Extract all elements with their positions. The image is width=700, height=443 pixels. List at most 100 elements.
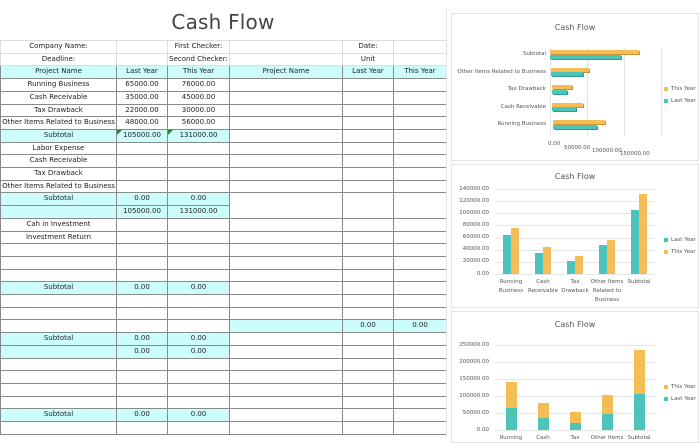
- right-last-year-cell[interactable]: [342, 420, 394, 435]
- this-year-cell[interactable]: [167, 420, 230, 435]
- last-year-cell[interactable]: [116, 319, 168, 334]
- last-year-cell[interactable]: [116, 141, 168, 156]
- right-project-name-cell[interactable]: [229, 344, 343, 359]
- right-last-year-cell[interactable]: [342, 268, 394, 283]
- project-name-cell[interactable]: [0, 205, 117, 219]
- right-this-year-cell[interactable]: [393, 306, 447, 321]
- right-this-year-cell[interactable]: [393, 382, 447, 397]
- project-name-cell[interactable]: [0, 294, 117, 308]
- this-year-cell[interactable]: 131000.00: [167, 128, 230, 143]
- last-year-cell[interactable]: [116, 382, 168, 397]
- this-year-cell[interactable]: 131000.00: [167, 205, 230, 219]
- project-name-cell[interactable]: [0, 306, 117, 321]
- right-last-year-cell[interactable]: [342, 103, 394, 118]
- right-project-name-cell[interactable]: [229, 167, 343, 181]
- right-project-name-cell[interactable]: [229, 382, 343, 397]
- project-name-cell[interactable]: [0, 243, 117, 257]
- right-project-name-cell[interactable]: [229, 230, 343, 245]
- deadline-cell[interactable]: [116, 52, 168, 67]
- this-year-cell[interactable]: [167, 230, 230, 245]
- right-this-year-cell[interactable]: [393, 103, 447, 118]
- last-year-cell[interactable]: [116, 154, 168, 169]
- right-this-year-cell[interactable]: [393, 370, 447, 384]
- right-this-year-cell[interactable]: [393, 128, 447, 143]
- date-cell[interactable]: [393, 40, 447, 54]
- right-project-name-cell[interactable]: [229, 306, 343, 321]
- this-year-cell[interactable]: 45000.00: [167, 90, 230, 105]
- right-last-year-cell[interactable]: [342, 167, 394, 181]
- project-name-cell[interactable]: [0, 319, 117, 334]
- right-last-year-cell[interactable]: [342, 306, 394, 321]
- project-name-cell[interactable]: [0, 395, 117, 410]
- last-year-cell[interactable]: [116, 255, 168, 270]
- last-year-cell[interactable]: 105000.00: [116, 128, 168, 143]
- header-project-name-right[interactable]: Project Name: [229, 65, 343, 80]
- last-year-cell[interactable]: 65000.00: [116, 78, 168, 92]
- right-this-year-cell[interactable]: [393, 141, 447, 156]
- right-last-year-cell[interactable]: [342, 294, 394, 308]
- right-this-year-cell[interactable]: [393, 90, 447, 105]
- right-last-year-cell[interactable]: [342, 116, 394, 130]
- right-last-year-cell[interactable]: [342, 382, 394, 397]
- last-year-cell[interactable]: 105000.00: [116, 205, 168, 219]
- right-last-year-cell[interactable]: [342, 154, 394, 169]
- right-this-year-cell[interactable]: [393, 167, 447, 181]
- last-year-cell[interactable]: [116, 230, 168, 245]
- last-year-cell[interactable]: [116, 420, 168, 435]
- last-year-cell[interactable]: 0.00: [116, 192, 168, 207]
- right-last-year-cell[interactable]: [342, 78, 394, 92]
- right-this-year-cell[interactable]: [393, 395, 447, 410]
- right-this-year-cell[interactable]: [393, 243, 447, 257]
- right-last-year-cell[interactable]: [342, 90, 394, 105]
- right-project-name-cell[interactable]: [229, 179, 343, 194]
- right-last-year-cell[interactable]: [342, 344, 394, 359]
- right-this-year-cell[interactable]: [393, 332, 447, 346]
- project-name-cell[interactable]: [0, 382, 117, 397]
- right-last-year-cell[interactable]: [342, 395, 394, 410]
- right-this-year-cell[interactable]: [393, 217, 447, 232]
- header-this-year[interactable]: This Year: [167, 65, 230, 80]
- right-this-year-cell[interactable]: [393, 281, 447, 296]
- last-year-cell[interactable]: [116, 395, 168, 410]
- company-name-cell[interactable]: [116, 40, 168, 54]
- project-name-cell[interactable]: [0, 420, 117, 435]
- right-this-year-cell[interactable]: [393, 192, 447, 219]
- right-project-name-cell[interactable]: [229, 420, 343, 435]
- project-name-cell[interactable]: [0, 357, 117, 372]
- project-name-cell[interactable]: Tax Drawback: [0, 103, 117, 118]
- chart-panel-clustered[interactable]: Cash Flow Last Year This Year 0.00 20000.…: [451, 164, 699, 308]
- this-year-cell[interactable]: [167, 395, 230, 410]
- right-last-year-cell[interactable]: [342, 192, 394, 219]
- this-year-cell[interactable]: [167, 382, 230, 397]
- this-year-cell[interactable]: [167, 268, 230, 283]
- right-project-name-cell[interactable]: [229, 217, 343, 232]
- right-project-name-cell[interactable]: [229, 141, 343, 156]
- right-this-year-cell[interactable]: [393, 294, 447, 308]
- right-project-name-cell[interactable]: [229, 255, 343, 270]
- this-year-cell[interactable]: [167, 217, 230, 232]
- right-last-year-cell[interactable]: [342, 243, 394, 257]
- last-year-cell[interactable]: [116, 243, 168, 257]
- right-last-year-cell[interactable]: [342, 230, 394, 245]
- right-project-name-cell[interactable]: [229, 78, 343, 92]
- right-project-name-cell[interactable]: [229, 192, 343, 219]
- right-this-year-cell[interactable]: [393, 268, 447, 283]
- last-year-cell[interactable]: 22000.00: [116, 103, 168, 118]
- project-name-cell[interactable]: Subtotal: [0, 192, 117, 207]
- project-name-cell[interactable]: [0, 268, 117, 283]
- this-year-cell[interactable]: [167, 294, 230, 308]
- right-project-name-cell[interactable]: [229, 281, 343, 296]
- chart-panel-stacked[interactable]: Cash Flow This Year Last Year 0.00 50000.…: [451, 311, 699, 443]
- right-this-year-cell[interactable]: [393, 154, 447, 169]
- this-year-cell[interactable]: 0.00: [167, 281, 230, 296]
- right-project-name-cell[interactable]: [229, 90, 343, 105]
- right-this-year-cell[interactable]: [393, 179, 447, 194]
- project-name-cell[interactable]: Subtotal: [0, 332, 117, 346]
- this-year-cell[interactable]: [167, 141, 230, 156]
- right-project-name-cell[interactable]: [229, 370, 343, 384]
- right-last-year-cell[interactable]: [342, 255, 394, 270]
- right-project-name-cell[interactable]: [229, 294, 343, 308]
- first-checker-cell[interactable]: [229, 40, 343, 54]
- right-project-name-cell[interactable]: [229, 268, 343, 283]
- right-this-year-cell[interactable]: 0.00: [393, 319, 447, 334]
